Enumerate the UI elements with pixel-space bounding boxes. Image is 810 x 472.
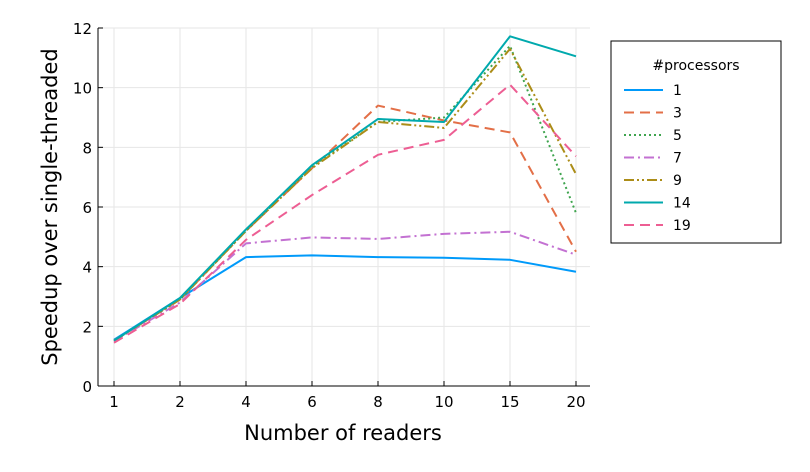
- y-axis-label: Speedup over single-threaded: [38, 48, 62, 365]
- legend-label-14: 14: [673, 196, 691, 212]
- legend-title: #processors: [652, 58, 739, 74]
- axes: [97, 27, 590, 387]
- legend: #processors 1 3 5 7 9 14 19: [610, 40, 782, 244]
- y-tick-label: 4: [82, 259, 92, 277]
- series-line-1: [113, 254, 577, 341]
- legend-label-19: 19: [673, 218, 691, 234]
- x-tick-label: 10: [434, 393, 453, 411]
- series-line-9: [113, 47, 577, 342]
- series-lines: [113, 35, 577, 344]
- y-tick-label: 12: [73, 20, 92, 38]
- x-tick-label: 6: [307, 393, 317, 411]
- y-tick-label: 0: [82, 378, 92, 396]
- legend-label-3: 3: [673, 106, 682, 122]
- legend-label-7: 7: [673, 151, 682, 167]
- legend-label-1: 1: [673, 83, 682, 99]
- x-tick-label: 15: [500, 393, 519, 411]
- y-tick-label: 8: [82, 139, 92, 157]
- series-line-14: [113, 35, 577, 342]
- y-tick-label: 6: [82, 199, 92, 217]
- series-line-3: [113, 104, 577, 342]
- x-tick-label: 2: [175, 393, 185, 411]
- legend-label-9: 9: [673, 173, 682, 189]
- series-line-19: [113, 83, 577, 344]
- x-axis-label: Number of readers: [244, 421, 442, 445]
- x-tick-label: 1: [109, 393, 119, 411]
- grid: [98, 27, 590, 387]
- x-tick-label: 20: [566, 393, 585, 411]
- legend-box: [610, 40, 782, 244]
- y-tick-label: 10: [73, 80, 92, 98]
- y-tick-label: 2: [82, 318, 92, 336]
- x-tick-label: 4: [241, 393, 251, 411]
- x-tick-label: 8: [373, 393, 383, 411]
- series-line-7: [113, 230, 577, 343]
- legend-label-5: 5: [673, 128, 682, 144]
